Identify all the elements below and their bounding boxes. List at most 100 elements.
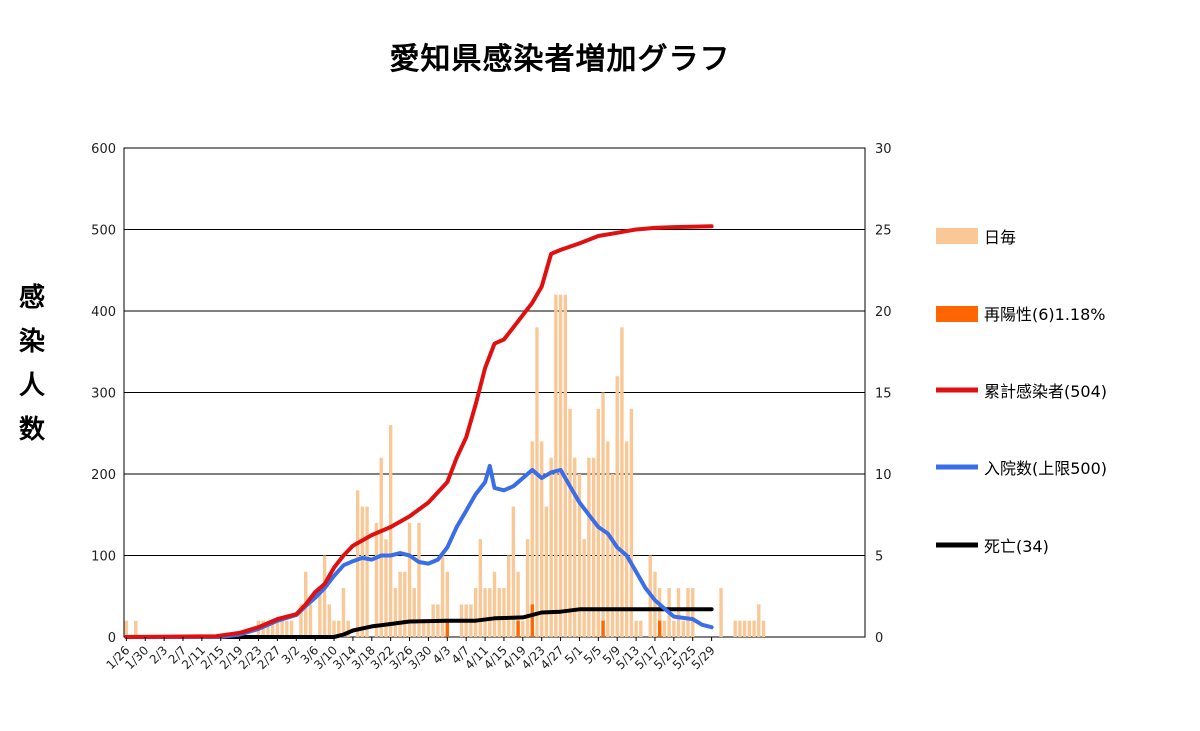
daily-bar bbox=[502, 588, 506, 637]
daily-bar bbox=[124, 620, 129, 637]
daily-bar bbox=[620, 327, 624, 637]
series-lines bbox=[124, 224, 714, 639]
legend-label-deaths: 死亡(34) bbox=[984, 537, 1049, 556]
daily-bar bbox=[478, 539, 483, 637]
daily-bar bbox=[582, 539, 586, 637]
daily-bar bbox=[653, 571, 657, 637]
y-tick-label: 300 bbox=[91, 387, 116, 402]
y-tick-label: 0 bbox=[108, 631, 116, 646]
legend: 日毎 再陽性(6)1.18% 累計感染者(504) 入院数(上限500) 死亡(… bbox=[936, 228, 1107, 556]
daily-bar bbox=[535, 327, 539, 637]
daily-bar bbox=[676, 588, 681, 637]
daily-bar bbox=[629, 408, 634, 637]
daily-bar bbox=[573, 457, 577, 637]
daily-bar bbox=[393, 588, 398, 637]
daily-bar bbox=[610, 474, 615, 637]
daily-bar bbox=[591, 457, 596, 637]
daily-bar bbox=[308, 604, 313, 637]
daily-bar bbox=[407, 522, 412, 637]
daily-bar bbox=[606, 441, 610, 637]
daily-bar bbox=[639, 620, 643, 637]
daily-bar bbox=[657, 588, 662, 637]
daily-bar bbox=[488, 588, 492, 637]
daily-bar bbox=[539, 441, 544, 637]
daily-bar bbox=[384, 539, 388, 637]
legend-swatch-daily bbox=[936, 228, 978, 244]
y-tick-label: 500 bbox=[91, 224, 116, 239]
daily-bar bbox=[549, 457, 553, 637]
daily-bar bbox=[270, 620, 275, 637]
deaths-line bbox=[124, 607, 714, 639]
daily-bar bbox=[483, 588, 487, 637]
daily-bar bbox=[379, 457, 383, 637]
daily-bar bbox=[346, 620, 350, 637]
daily-bar bbox=[691, 588, 695, 637]
y-tick-label: 400 bbox=[91, 305, 116, 320]
y2-tick-label: 15 bbox=[875, 387, 892, 402]
y2-tick-label: 10 bbox=[875, 468, 892, 483]
cumulative-line bbox=[124, 224, 714, 639]
daily-bar bbox=[497, 588, 501, 637]
daily-bar bbox=[299, 604, 303, 637]
daily-bar bbox=[388, 425, 393, 637]
daily-bar bbox=[327, 604, 332, 637]
daily-bar bbox=[374, 522, 379, 637]
daily-bar bbox=[492, 571, 497, 637]
daily-bar bbox=[761, 620, 766, 637]
daily-bar bbox=[747, 620, 752, 637]
daily-bar bbox=[587, 457, 591, 637]
y-tick-label: 200 bbox=[91, 468, 116, 483]
daily-bar bbox=[280, 620, 284, 637]
daily-bar bbox=[355, 490, 360, 637]
daily-bar bbox=[733, 620, 737, 637]
daily-bar bbox=[672, 620, 676, 637]
daily-bar bbox=[398, 571, 402, 637]
daily-bar bbox=[742, 620, 747, 637]
y-axis-label: 感染人数 bbox=[18, 283, 45, 445]
daily-bar bbox=[601, 392, 605, 637]
daily-bar bbox=[322, 555, 327, 637]
daily-bar bbox=[525, 539, 530, 637]
legend-label-repositive: 再陽性(6)1.18% bbox=[984, 305, 1106, 324]
daily-bar bbox=[289, 620, 294, 637]
daily-bar bbox=[440, 555, 445, 637]
daily-bar bbox=[445, 571, 450, 637]
daily-bar bbox=[752, 620, 756, 637]
repositive-bars bbox=[445, 604, 662, 637]
y2-tick-label: 20 bbox=[875, 305, 892, 320]
daily-bar bbox=[662, 620, 667, 637]
daily-bar bbox=[332, 620, 336, 637]
daily-bar bbox=[516, 571, 520, 637]
hospitalized-line bbox=[124, 463, 714, 639]
daily-bar bbox=[719, 588, 723, 637]
daily-bar bbox=[634, 620, 638, 637]
daily-bar bbox=[285, 620, 289, 637]
daily-bar bbox=[738, 620, 742, 637]
y-axis-right-ticks: 0 5 10 15 20 25 30 bbox=[875, 142, 892, 646]
daily-bar bbox=[506, 555, 511, 637]
daily-bar bbox=[412, 588, 416, 637]
daily-bar bbox=[544, 506, 549, 637]
y-tick-label: 100 bbox=[91, 550, 116, 565]
daily-bar bbox=[360, 506, 365, 637]
daily-bar bbox=[403, 571, 407, 637]
daily-bar bbox=[426, 620, 431, 637]
daily-bar bbox=[624, 441, 629, 637]
daily-bar bbox=[596, 408, 601, 637]
daily-bar bbox=[337, 620, 341, 637]
legend-swatch-repositive bbox=[936, 306, 978, 322]
y-tick-label: 600 bbox=[91, 142, 116, 157]
y2-tick-label: 25 bbox=[875, 224, 892, 239]
legend-label-hospitalized: 入院数(上限500) bbox=[984, 459, 1107, 478]
daily-bar bbox=[365, 506, 369, 637]
chart-title: 愛知県感染者増加グラフ bbox=[389, 42, 731, 77]
gridlines bbox=[124, 229, 865, 556]
repositive-bar bbox=[530, 604, 534, 637]
daily-bar bbox=[757, 604, 761, 637]
legend-label-cumulative: 累計感染者(504) bbox=[984, 382, 1107, 401]
repositive-bar bbox=[445, 620, 450, 637]
daily-bar bbox=[530, 441, 534, 637]
repositive-bar bbox=[601, 620, 605, 637]
daily-bar bbox=[417, 522, 421, 637]
